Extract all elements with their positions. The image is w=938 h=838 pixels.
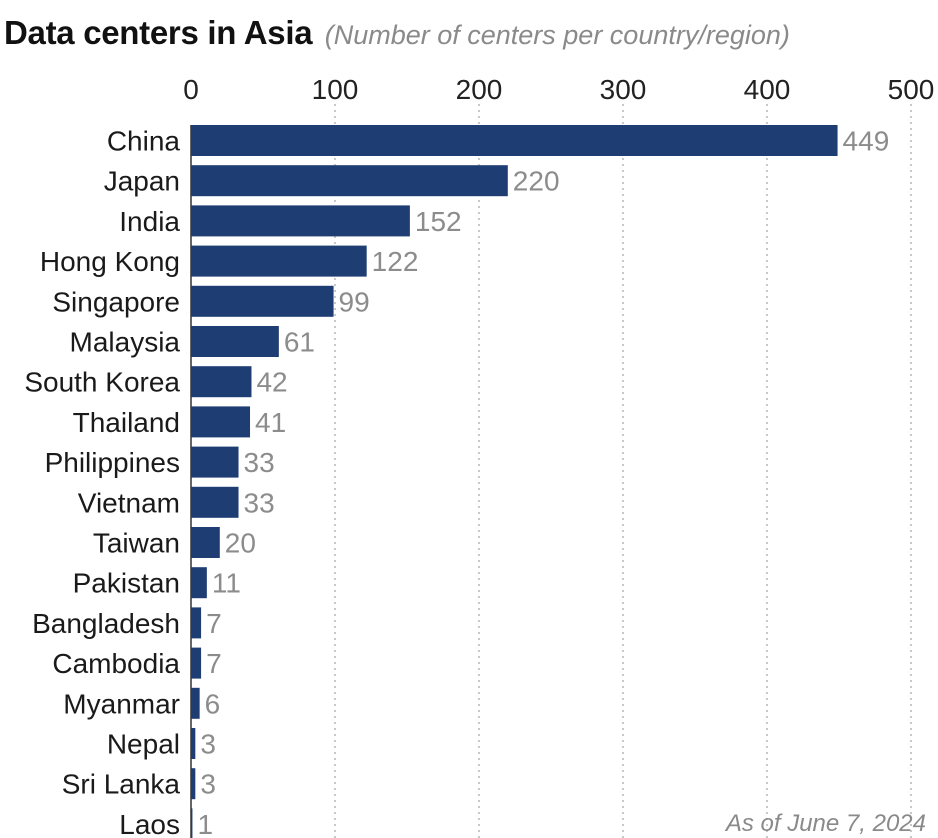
bars	[191, 125, 838, 838]
bar-bangladesh	[191, 607, 202, 639]
chart-subtitle: (Number of centers per country/region)	[324, 20, 790, 50]
bar-myanmar	[191, 687, 200, 719]
x-tick-label-300: 300	[600, 74, 647, 105]
bar-malaysia	[191, 326, 279, 357]
value-label-singapore: 99	[339, 286, 370, 317]
category-label-japan: Japan	[104, 166, 180, 197]
category-label-malaysia: Malaysia	[70, 327, 181, 358]
value-label-hong-kong: 122	[372, 246, 419, 277]
category-label-south-korea: South Korea	[24, 367, 180, 398]
category-label-laos: Laos	[119, 809, 180, 838]
value-label-laos: 1	[197, 809, 213, 838]
category-label-cambodia: Cambodia	[52, 648, 180, 679]
category-label-thailand: Thailand	[73, 407, 180, 438]
x-tick-label-200: 200	[456, 74, 503, 105]
x-tick-label-100: 100	[312, 74, 359, 105]
value-label-vietnam: 33	[244, 487, 275, 518]
category-label-hong-kong: Hong Kong	[40, 246, 180, 277]
chart-title: Data centers in Asia	[4, 14, 313, 51]
x-axis-ticks: 0 100 200 300 400 500	[183, 74, 934, 105]
value-label-pakistan: 11	[212, 568, 241, 599]
category-label-sri-lanka: Sri Lanka	[62, 769, 181, 800]
value-label-sri-lanka: 3	[200, 769, 216, 800]
bar-vietnam	[191, 486, 239, 518]
category-labels: China Japan India Hong Kong Singapore Malaysi…	[24, 126, 180, 838]
chart-header: Data centers in Asia (Number of centers …	[4, 14, 790, 52]
bar-taiwan	[191, 527, 220, 558]
category-label-vietnam: Vietnam	[78, 487, 180, 518]
category-label-india: India	[119, 206, 180, 237]
bar-china	[191, 125, 838, 156]
value-label-south-korea: 42	[256, 367, 287, 398]
value-label-taiwan: 20	[225, 528, 256, 559]
category-label-nepal: Nepal	[107, 729, 180, 760]
bar-sri-lanka	[191, 768, 196, 800]
category-label-philippines: Philippines	[45, 447, 180, 478]
category-label-china: China	[107, 126, 181, 157]
value-label-myanmar: 6	[205, 688, 221, 719]
gridlines	[190, 104, 912, 838]
bar-thailand	[191, 406, 251, 438]
value-label-japan: 220	[513, 166, 560, 197]
bar-laos	[191, 808, 193, 838]
value-label-bangladesh: 7	[206, 608, 222, 639]
value-label-india: 152	[415, 206, 462, 237]
category-label-singapore: Singapore	[52, 286, 180, 317]
x-tick-label-400: 400	[744, 74, 791, 105]
value-label-thailand: 41	[255, 407, 286, 438]
bar-japan	[191, 165, 508, 197]
category-label-pakistan: Pakistan	[73, 568, 180, 599]
value-label-nepal: 3	[200, 729, 216, 760]
value-label-malaysia: 61	[284, 327, 315, 358]
value-label-cambodia: 7	[206, 648, 222, 679]
category-label-bangladesh: Bangladesh	[32, 608, 180, 639]
bar-pakistan	[191, 567, 207, 599]
bar-singapore	[191, 285, 334, 317]
bar-philippines	[191, 446, 239, 478]
bar-south-korea	[191, 366, 252, 398]
bar-hong-kong	[191, 245, 367, 277]
x-tick-label-0: 0	[183, 74, 199, 105]
category-label-taiwan: Taiwan	[93, 528, 180, 559]
value-label-china: 449	[843, 126, 890, 157]
x-tick-label-500: 500	[888, 74, 935, 105]
date-note: As of June 7, 2024	[725, 810, 926, 837]
bar-india	[191, 205, 410, 237]
bar-cambodia	[191, 647, 202, 679]
value-label-philippines: 33	[244, 447, 275, 478]
bar-nepal	[191, 728, 196, 759]
category-label-myanmar: Myanmar	[63, 688, 180, 719]
